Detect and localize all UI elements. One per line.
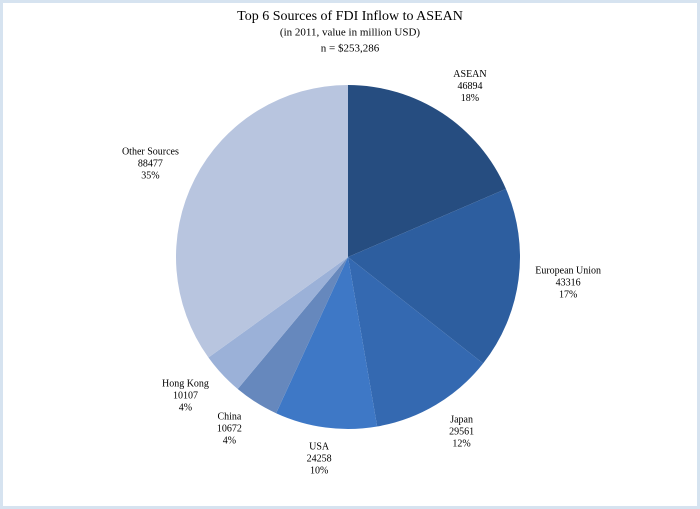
slice-label: Hong Kong bbox=[162, 378, 209, 389]
slice-label: USA bbox=[309, 442, 330, 453]
pie-slice bbox=[276, 257, 378, 429]
chart-note: n = $253,286 bbox=[321, 43, 380, 55]
pie-slice bbox=[208, 257, 348, 389]
slice-percent: 17% bbox=[559, 290, 577, 301]
chart-subtitle: (in 2011, value in million USD) bbox=[280, 27, 420, 39]
slice-percent: 4% bbox=[223, 436, 236, 447]
slice-percent: 12% bbox=[452, 439, 470, 450]
slice-label: China bbox=[217, 412, 241, 423]
slice-value: 24258 bbox=[307, 454, 332, 465]
chart: Top 6 Sources of FDI Inflow to ASEAN (in… bbox=[122, 9, 601, 477]
slice-value: 29561 bbox=[449, 427, 474, 438]
chart-title: Top 6 Sources of FDI Inflow to ASEAN bbox=[237, 9, 463, 24]
slice-value: 88477 bbox=[138, 158, 163, 169]
slice-value: 43316 bbox=[556, 278, 581, 289]
slice-label: Other Sources bbox=[122, 146, 179, 157]
slice-label: European Union bbox=[535, 266, 601, 277]
pie-slice bbox=[348, 257, 484, 427]
slice-label: Japan bbox=[450, 415, 473, 426]
slice-label: ASEAN bbox=[453, 69, 486, 80]
pie-slice bbox=[237, 257, 348, 414]
slice-percent: 10% bbox=[310, 466, 328, 477]
pie-slice bbox=[176, 85, 348, 358]
slice-percent: 4% bbox=[179, 402, 192, 413]
slice-percent: 35% bbox=[141, 170, 159, 181]
slice-value: 10672 bbox=[217, 424, 242, 435]
slice-value: 10107 bbox=[173, 390, 198, 401]
pie-slice bbox=[348, 85, 506, 257]
slice-percent: 18% bbox=[461, 93, 479, 104]
pie-slice bbox=[348, 188, 520, 364]
slice-value: 46894 bbox=[457, 81, 482, 92]
